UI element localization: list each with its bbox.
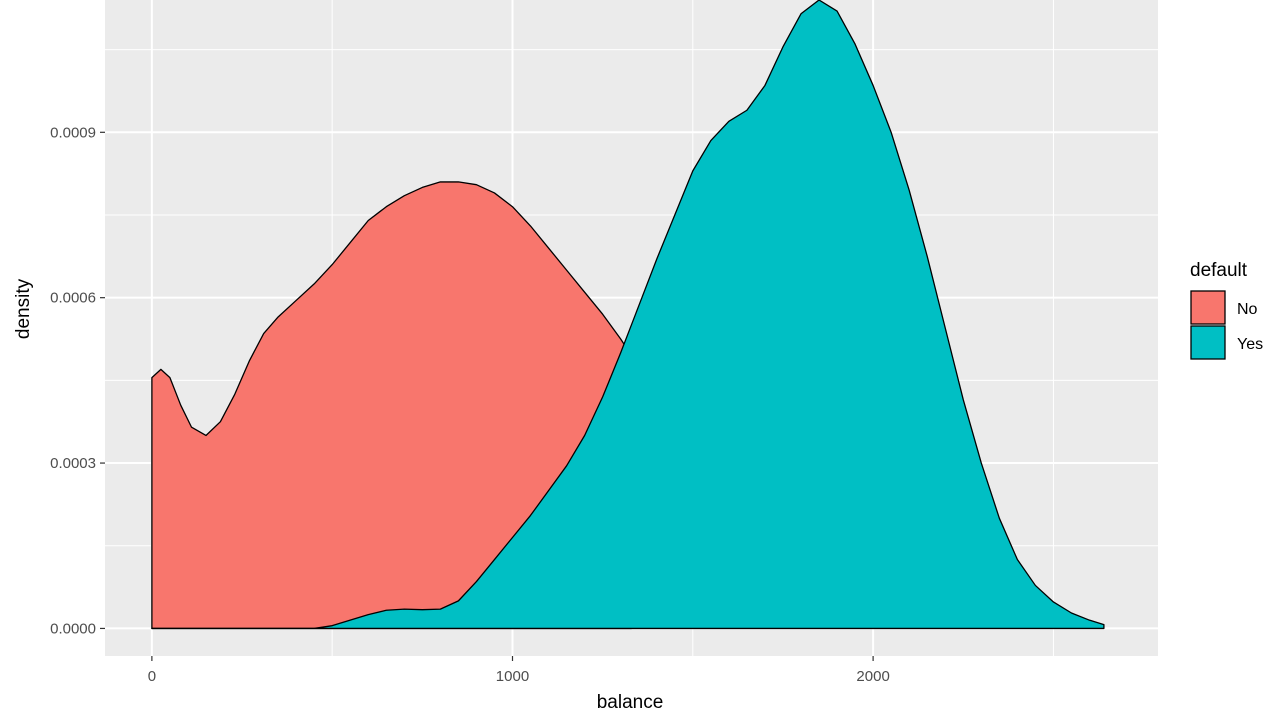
legend: default No Yes [1190, 260, 1263, 360]
x-axis-tick-labels: 0 1000 2000 [148, 668, 890, 685]
x-tick-label: 0 [148, 668, 156, 685]
legend-label-no: No [1237, 301, 1258, 318]
y-axis-tick-labels: 0.0000 0.0003 0.0006 0.0009 [50, 124, 96, 637]
y-axis-title: density [13, 278, 34, 339]
density-area-no [151, 181, 633, 630]
y-tick-label: 0.0003 [50, 455, 96, 472]
legend-title: default [1190, 260, 1248, 281]
y-tick-label: 0.0006 [50, 290, 96, 307]
legend-key-yes [1190, 325, 1226, 360]
legend-key-no [1190, 290, 1226, 325]
density-areas [151, 0, 1105, 630]
x-tick-label: 1000 [496, 668, 529, 685]
x-axis-title: balance [597, 692, 664, 713]
axis-ticks [100, 131, 874, 661]
y-tick-label: 0.0000 [50, 620, 96, 637]
y-tick-label: 0.0009 [50, 124, 96, 141]
density-area-yes [151, 0, 1105, 630]
x-tick-label: 2000 [856, 668, 889, 685]
legend-label-yes: Yes [1237, 336, 1263, 353]
